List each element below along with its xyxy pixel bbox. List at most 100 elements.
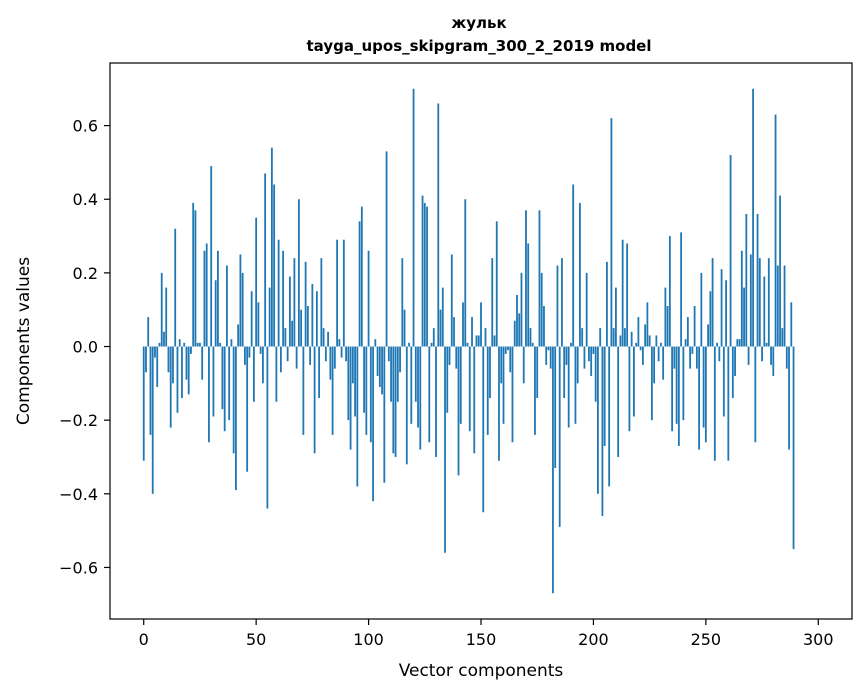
bar [588,346,590,362]
bar [639,346,642,351]
bar [255,217,258,347]
bar [147,317,150,347]
bar [538,210,541,347]
bar [151,346,154,494]
bar [226,265,228,347]
bar [713,346,716,461]
bar [704,346,707,443]
bar [624,328,626,347]
bar [340,346,343,358]
bar [718,346,721,362]
x-tick-label: 100 [353,630,384,649]
bar [457,346,460,476]
bar [246,346,249,472]
bar [673,346,676,369]
bar [360,206,363,347]
bar [345,346,347,362]
bar [408,342,410,347]
bar [491,258,494,347]
bar [785,346,788,369]
bar [241,272,244,347]
bar [689,346,692,369]
bar [365,346,368,435]
bar [603,346,606,446]
bars [142,88,795,594]
bar [574,346,577,424]
bar [779,195,781,347]
bar [250,291,253,347]
bar [414,346,417,402]
bar [279,346,282,373]
bar [729,155,732,347]
bar [293,258,296,347]
bar [315,291,318,347]
bar [518,313,521,347]
bar [372,346,374,502]
bar [295,346,298,369]
bar [615,287,617,347]
bar [549,346,552,369]
bar [201,346,204,380]
bar [403,309,406,347]
bar [160,272,163,347]
bar [219,342,222,347]
bar [504,346,507,354]
bar [374,339,377,347]
bar [731,346,734,399]
bar [740,250,743,347]
bar [752,88,754,347]
bar [178,339,181,347]
bar [743,287,745,347]
bar [270,147,273,347]
bar [576,346,579,384]
bar [763,276,766,347]
bar [174,228,177,347]
bar [489,346,491,399]
bar [516,294,518,347]
bar [331,346,334,435]
bar [646,302,649,347]
bar [459,346,462,424]
bar [205,243,208,347]
bar [619,335,622,347]
x-tick-label: 50 [246,630,266,649]
x-tick-label: 300 [803,630,834,649]
bar [502,346,505,424]
bar [657,346,660,362]
bar [565,346,568,365]
bar [208,346,210,443]
chart-subtitle: tayga_upos_skipgram_300_2_2019 model [307,37,652,55]
bar [774,114,777,347]
bar [662,346,665,380]
bar [169,346,172,428]
bar [266,346,269,509]
bar [412,88,415,347]
y-tick-label: 0.2 [73,264,98,283]
bar [383,346,386,483]
bar [630,331,633,347]
x-tick-label: 200 [578,630,609,649]
bar [495,221,498,347]
bar [727,346,730,461]
bar [540,272,543,347]
bar [257,302,260,347]
bar [181,346,183,399]
x-axis-ticks: 0 50 100 150 200 250 300 [139,619,834,649]
bar [190,346,192,354]
bar [286,346,289,362]
bar [513,320,516,347]
bar [417,346,419,428]
bar [525,210,527,347]
bar [455,346,458,369]
bar [237,324,240,347]
bar [423,202,426,347]
bar [297,199,300,347]
x-tick-label: 250 [691,630,722,649]
bar [592,346,595,354]
bar [183,342,186,347]
bar [288,276,291,347]
bar [509,346,512,373]
bar [477,335,480,347]
bar [570,342,572,347]
